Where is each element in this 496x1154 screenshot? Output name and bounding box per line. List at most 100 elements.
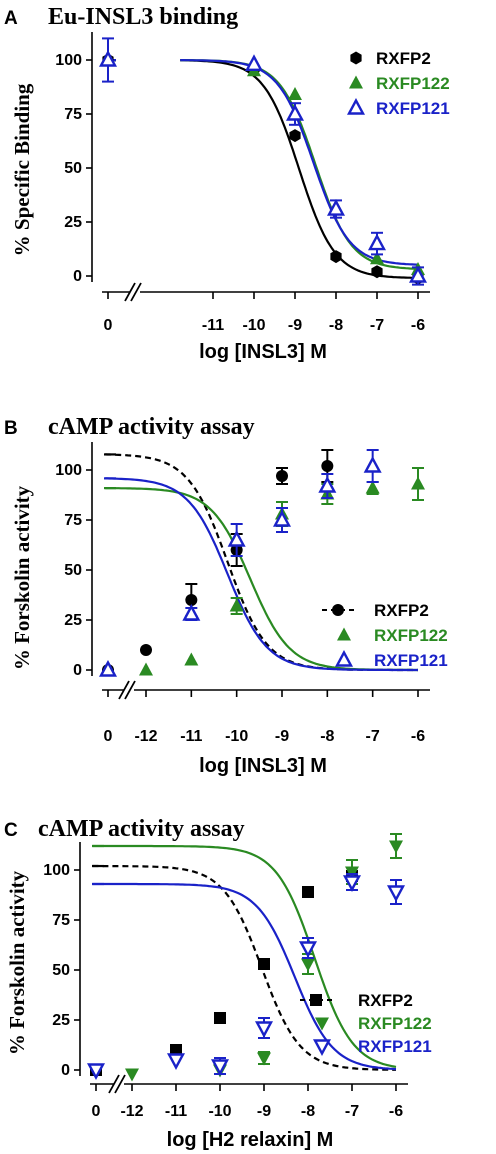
- panel-a: A Eu-INSL3 binding % Specific Binding lo…: [4, 4, 450, 363]
- legend-marker: [346, 97, 366, 115]
- axis-break-mark: [130, 282, 142, 302]
- data-points: [98, 37, 428, 286]
- x-tick-label: -10: [242, 317, 265, 334]
- data-point-rxfp2: [371, 265, 383, 279]
- legend: RXFP2 RXFP122 RXFP121: [346, 49, 450, 118]
- y-tick-label: 75: [64, 512, 82, 529]
- data-point-rxfp2: [170, 1044, 182, 1056]
- data-point-rxfp121: [98, 659, 118, 677]
- x-tick-label: -8: [329, 317, 343, 334]
- y-axis-label: % Forskolin activity: [5, 870, 29, 1055]
- data-point-rxfp122: [257, 1052, 271, 1066]
- fit-curve-rxfp2: [92, 864, 396, 1071]
- panel-letter: A: [4, 8, 18, 29]
- data-point-rxfp121: [408, 265, 428, 283]
- data-point-rxfp121: [182, 603, 201, 621]
- data-point-rxfp2: [276, 470, 288, 482]
- data-point-rxfp121: [363, 455, 382, 473]
- data-point-rxfp2: [140, 644, 152, 656]
- data-point-rxfp121: [166, 1053, 186, 1071]
- fit-curve-rxfp2: [105, 453, 418, 672]
- data-point-rxfp122: [365, 480, 380, 494]
- y-tick-label: 50: [52, 962, 70, 979]
- data-point-rxfp121: [285, 103, 305, 121]
- chart-title: Eu-INSL3 binding: [48, 4, 238, 30]
- x-tick-label: -9: [288, 317, 302, 334]
- y-tick-label: 0: [73, 268, 82, 285]
- legend-label: RXFP2: [374, 601, 429, 620]
- x-tick-label: -9: [257, 1103, 271, 1120]
- axes: 0 25 50 75 100 0 -11 -10 -9 -8 -7 -6: [55, 32, 430, 334]
- y-tick-label: 75: [64, 106, 82, 123]
- panel-b: B cAMP activity assay % Forskolin activi…: [4, 414, 448, 777]
- x-axis-label: log [H2 relaxin] M: [167, 1129, 334, 1151]
- fit-curve-rxfp121: [105, 477, 418, 672]
- data-point-rxfp121: [367, 233, 387, 251]
- x-tick-label: 0: [104, 728, 113, 745]
- x-tick-label: -7: [370, 317, 384, 334]
- fit-curves: [104, 453, 418, 672]
- data-point-rxfp122: [301, 958, 315, 972]
- legend-label: RXFP2: [358, 991, 413, 1010]
- legend-marker: [310, 994, 322, 1006]
- data-point-rxfp121: [298, 941, 318, 959]
- x-tick-label: -12: [134, 728, 157, 745]
- x-tick-label: -11: [202, 317, 224, 334]
- y-tick-label: 50: [64, 160, 82, 177]
- legend-marker: [334, 649, 354, 667]
- x-tick-label: -10: [208, 1103, 231, 1120]
- x-tick-label: 0: [104, 317, 113, 334]
- axis-break-mark: [108, 1074, 120, 1094]
- legend-marker: [349, 75, 363, 89]
- x-tick-label: -6: [389, 1103, 403, 1120]
- y-tick-label: 50: [64, 562, 82, 579]
- data-point-rxfp122: [139, 662, 153, 676]
- y-axis-label: % Forskolin activity: [10, 485, 34, 670]
- data-point-rxfp2: [321, 460, 334, 472]
- data-point-rxfp2: [289, 129, 301, 143]
- data-points: [86, 833, 406, 1082]
- x-tick-label: -10: [225, 728, 248, 745]
- legend-marker: [312, 1039, 332, 1057]
- x-tick-label: -8: [320, 728, 334, 745]
- fit-curves: [92, 844, 397, 1071]
- x-tick-label: -9: [275, 728, 289, 745]
- data-point-rxfp121: [254, 1021, 274, 1039]
- y-tick-label: 25: [64, 612, 82, 629]
- x-axis-label: log [INSL3] M: [199, 755, 327, 777]
- x-tick-label: -12: [120, 1103, 143, 1120]
- legend: RXFP2 RXFP122 RXFP121: [300, 991, 432, 1057]
- data-point-rxfp121: [227, 529, 246, 547]
- legend-label: RXFP121: [376, 99, 450, 118]
- data-point-rxfp121: [386, 885, 406, 903]
- axis-break-mark: [124, 680, 136, 700]
- data-point-rxfp121: [86, 1063, 106, 1081]
- x-tick-label: -6: [411, 317, 425, 334]
- axis-break-mark: [118, 680, 130, 700]
- x-tick-label: -7: [366, 728, 380, 745]
- axis-break-mark: [114, 1074, 126, 1094]
- axis-break-mark: [124, 282, 136, 302]
- axes: 0 25 50 75 100 0 -12 -11 -10 -9 -8 -7 -6: [55, 442, 430, 745]
- fit-curve-rxfp121: [92, 882, 397, 1071]
- legend-label: RXFP122: [374, 626, 448, 645]
- y-tick-label: 25: [52, 1012, 70, 1029]
- fit-curve-rxfp122: [105, 487, 418, 672]
- data-point-rxfp122: [411, 476, 425, 490]
- axes: 0 25 50 75 100 0 -12 -11 -10 -9 -8 -7 -6: [43, 842, 408, 1120]
- y-tick-label: 0: [61, 1062, 70, 1079]
- y-tick-label: 25: [64, 214, 82, 231]
- data-point-rxfp122: [389, 840, 403, 854]
- data-points: [98, 449, 425, 677]
- data-point-rxfp2: [214, 1012, 226, 1024]
- x-tick-label: -11: [165, 1103, 187, 1120]
- legend-label: RXFP121: [374, 651, 448, 670]
- legend-marker: [315, 1017, 329, 1031]
- legend-label: RXFP2: [376, 49, 431, 68]
- legend-marker: [350, 51, 362, 65]
- data-point-rxfp2: [302, 886, 314, 898]
- x-tick-label: -8: [301, 1103, 315, 1120]
- panel-letter: C: [4, 820, 18, 841]
- data-point-rxfp121: [98, 49, 118, 67]
